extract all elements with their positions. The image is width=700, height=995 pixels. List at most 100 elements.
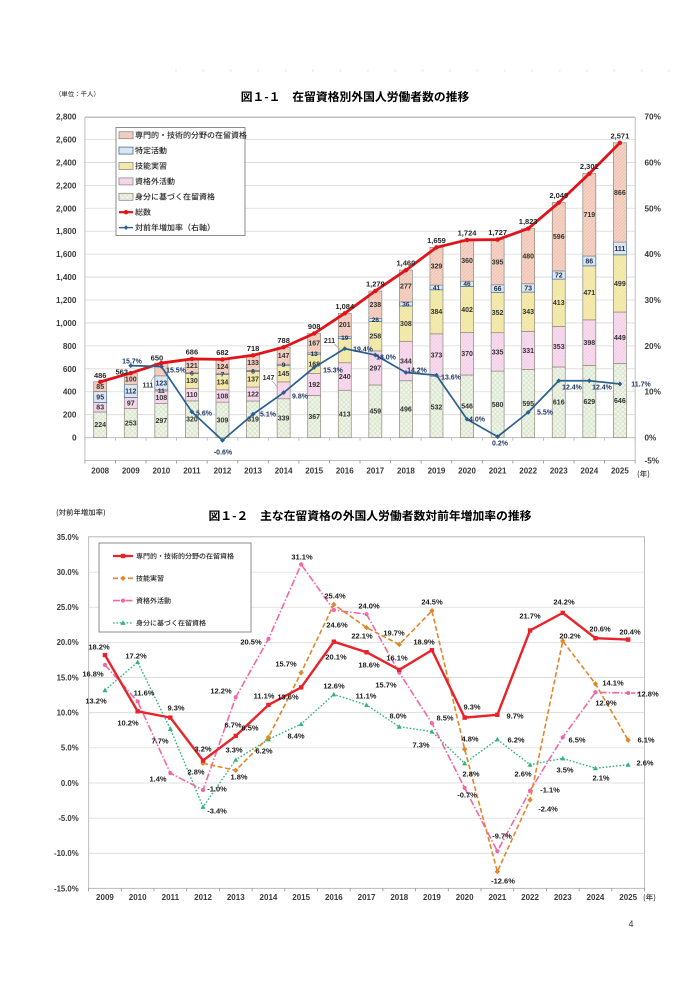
svg-text:308: 308 [400,321,412,328]
svg-text:18.9%: 18.9% [413,638,435,647]
svg-text:499: 499 [614,281,626,288]
svg-text:5.0%: 5.0% [61,744,79,753]
svg-text:580: 580 [492,402,504,409]
svg-text:9.8%: 9.8% [292,393,309,400]
svg-text:2024: 2024 [580,467,598,476]
svg-text:1,727: 1,727 [488,228,507,237]
svg-text:12.8%: 12.8% [637,690,659,699]
svg-text:14.1%: 14.1% [602,679,624,688]
svg-text:253: 253 [125,421,137,428]
svg-text:12.4%: 12.4% [562,384,583,391]
svg-text:2022: 2022 [519,467,537,476]
svg-text:2019: 2019 [428,467,446,476]
svg-text:0.0%: 0.0% [61,779,79,788]
svg-text:373: 373 [431,353,443,360]
svg-text:496: 496 [400,407,412,414]
svg-text:192: 192 [308,382,320,389]
svg-text:24.0%: 24.0% [358,602,380,611]
svg-text:616: 616 [553,400,565,407]
svg-text:2020: 2020 [456,893,474,902]
svg-text:10%: 10% [645,388,662,397]
svg-text:2021: 2021 [488,893,506,902]
svg-text:7.3%: 7.3% [412,741,429,750]
svg-text:-12.6%: -12.6% [491,877,515,886]
svg-text:108: 108 [155,395,167,402]
svg-text:-0.7%: -0.7% [457,791,477,800]
svg-text:1,000: 1,000 [56,319,77,328]
svg-text:12.6%: 12.6% [323,682,345,691]
svg-text:13.6%: 13.6% [441,374,462,381]
svg-text:145: 145 [278,371,290,378]
svg-text:1,823: 1,823 [519,217,538,226]
svg-text:2018: 2018 [397,467,415,476]
svg-text:19.4%: 19.4% [353,346,374,353]
svg-text:5.1%: 5.1% [260,411,277,418]
svg-text:-0.6%: -0.6% [214,449,233,456]
svg-text:20.0%: 20.0% [57,638,79,647]
svg-text:2010: 2010 [152,467,170,476]
svg-text:2,302: 2,302 [580,162,599,171]
svg-text:121: 121 [186,363,198,370]
svg-text:16.1%: 16.1% [386,654,408,663]
svg-text:41: 41 [433,285,441,292]
svg-text:83: 83 [96,405,104,412]
svg-text:25.4%: 25.4% [324,592,346,601]
svg-text:9.7%: 9.7% [506,712,523,721]
svg-text:9: 9 [282,362,286,369]
svg-text:0: 0 [72,434,77,443]
svg-text:13.2%: 13.2% [85,697,107,706]
svg-text:15.7%: 15.7% [122,358,143,365]
svg-text:2009: 2009 [96,893,114,902]
svg-text:18.2%: 18.2% [88,643,110,652]
svg-text:4: 4 [628,919,633,929]
svg-text:40%: 40% [645,250,662,259]
svg-text:133: 133 [247,360,259,367]
svg-text:532: 532 [431,405,443,412]
svg-text:2011: 2011 [183,467,201,476]
svg-text:719: 719 [583,212,595,219]
svg-text:5.6%: 5.6% [196,410,213,417]
svg-text:297: 297 [155,418,167,425]
svg-text:15.0%: 15.0% [57,673,79,682]
svg-text:18.0%: 18.0% [376,354,397,361]
svg-text:6: 6 [190,370,194,377]
svg-text:123: 123 [155,380,167,387]
svg-text:1,200: 1,200 [56,296,77,305]
svg-text:718: 718 [247,344,260,353]
svg-text:8.0%: 8.0% [389,712,406,721]
svg-text:353: 353 [553,344,565,351]
svg-text:50%: 50% [645,204,662,213]
svg-text:97: 97 [127,400,135,407]
svg-text:30.0%: 30.0% [57,568,79,577]
svg-text:682: 682 [216,348,229,357]
svg-text:650: 650 [151,353,164,362]
svg-text:646: 646 [614,398,626,405]
svg-text:1.8%: 1.8% [230,773,247,782]
svg-text:6.2%: 6.2% [507,736,524,745]
svg-text:70%: 70% [645,113,662,122]
svg-text:600: 600 [63,365,77,374]
svg-text:20.2%: 20.2% [559,632,581,641]
svg-text:100: 100 [125,376,137,383]
svg-text:15.7%: 15.7% [275,660,297,669]
svg-text:1,800: 1,800 [56,227,77,236]
svg-text:224: 224 [94,422,106,429]
svg-text:1,084: 1,084 [335,302,355,311]
svg-text:0.2%: 0.2% [492,440,509,447]
svg-text:147: 147 [263,375,275,382]
svg-text:546: 546 [461,404,473,411]
svg-text:413: 413 [339,411,351,418]
svg-text:73: 73 [524,285,532,292]
svg-text:-15.0%: -15.0% [54,884,79,893]
svg-text:-9.7%: -9.7% [492,832,512,841]
svg-text:-1.0%: -1.0% [207,785,227,794]
svg-text:0%: 0% [645,434,658,443]
svg-text:2023: 2023 [554,893,572,902]
svg-text:9.3%: 9.3% [463,703,480,712]
svg-text:46: 46 [463,281,471,288]
svg-text:1,724: 1,724 [458,228,478,237]
svg-text:2023: 2023 [550,467,568,476]
svg-text:2,200: 2,200 [56,181,77,190]
svg-text:352: 352 [492,310,504,317]
svg-text:240: 240 [339,374,351,381]
